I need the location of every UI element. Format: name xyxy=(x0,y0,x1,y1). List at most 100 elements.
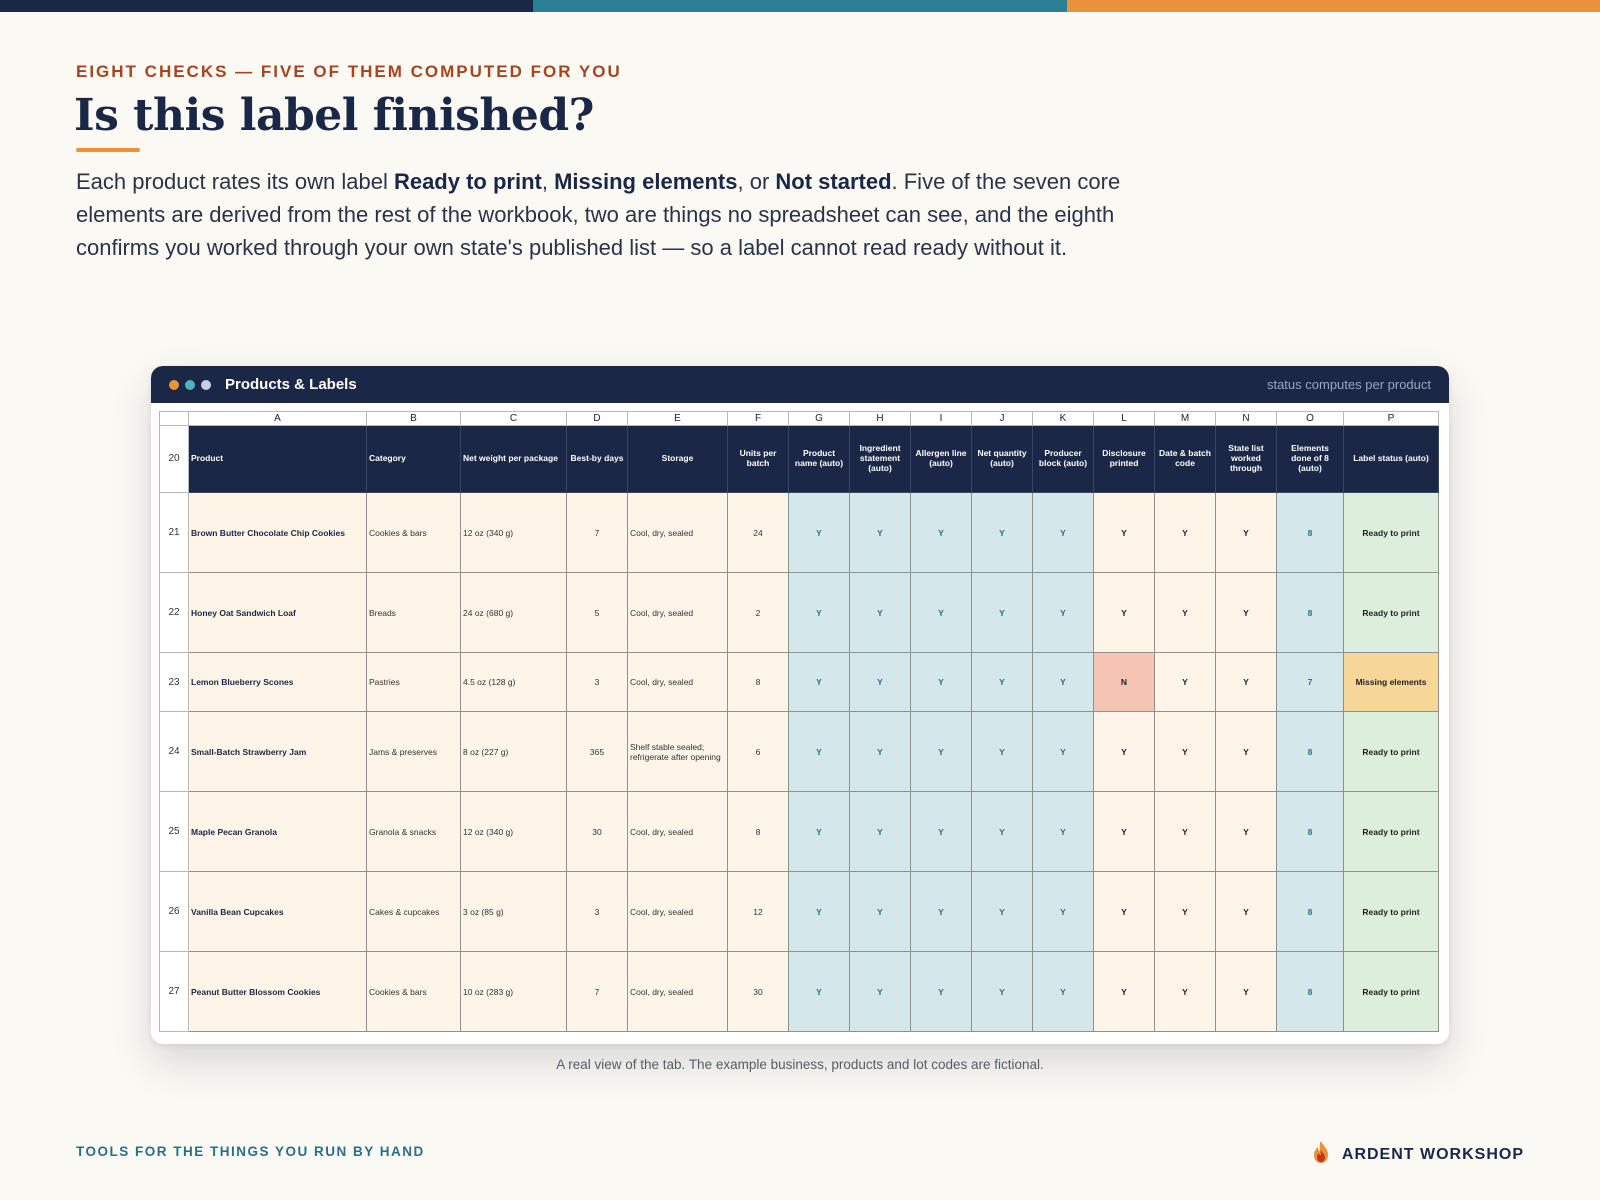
table-cell[interactable]: Y xyxy=(1032,492,1094,573)
label-status-cell[interactable]: Missing elements xyxy=(1343,652,1439,712)
product-name-cell[interactable]: Vanilla Bean Cupcakes xyxy=(188,871,367,952)
table-cell[interactable]: 7 xyxy=(566,492,628,573)
table-cell[interactable]: Y xyxy=(849,711,911,792)
table-cell[interactable]: 8 xyxy=(1276,871,1344,952)
column-header[interactable]: Best-by days xyxy=(566,425,628,493)
table-cell[interactable]: 8 xyxy=(1276,951,1344,1032)
table-cell[interactable]: 30 xyxy=(727,951,789,1032)
table-cell[interactable]: Y xyxy=(971,951,1033,1032)
table-cell[interactable]: 3 oz (85 g) xyxy=(460,871,567,952)
table-cell[interactable]: Cakes & cupcakes xyxy=(366,871,461,952)
table-cell[interactable]: 12 oz (340 g) xyxy=(460,492,567,573)
column-header[interactable]: Product xyxy=(188,425,367,493)
table-cell[interactable]: 7 xyxy=(1276,652,1344,712)
table-cell[interactable]: Y xyxy=(1032,791,1094,872)
table-cell[interactable]: Y xyxy=(971,791,1033,872)
table-cell[interactable]: Jams & preserves xyxy=(366,711,461,792)
product-name-cell[interactable]: Peanut Butter Blossom Cookies xyxy=(188,951,367,1032)
table-cell[interactable]: Cookies & bars xyxy=(366,492,461,573)
table-cell[interactable]: Y xyxy=(1154,871,1216,952)
table-cell[interactable]: Y xyxy=(1093,871,1155,952)
table-cell[interactable]: 8 xyxy=(1276,711,1344,792)
table-cell[interactable]: Granola & snacks xyxy=(366,791,461,872)
table-cell[interactable]: 8 oz (227 g) xyxy=(460,711,567,792)
table-cell[interactable]: Cool, dry, sealed xyxy=(627,791,728,872)
table-cell[interactable]: Y xyxy=(788,871,850,952)
table-cell[interactable]: Y xyxy=(1093,572,1155,653)
table-cell[interactable]: 3 xyxy=(566,652,628,712)
row-number[interactable]: 26 xyxy=(159,871,189,952)
table-cell[interactable]: 2 xyxy=(727,572,789,653)
column-header[interactable]: Disclosure printed xyxy=(1093,425,1155,493)
table-cell[interactable]: 3 xyxy=(566,871,628,952)
corner-cell[interactable] xyxy=(159,411,189,426)
table-cell[interactable]: 12 xyxy=(727,871,789,952)
column-header[interactable]: Units per batch xyxy=(727,425,789,493)
column-letter-e[interactable]: E xyxy=(627,411,728,426)
table-cell[interactable]: 8 xyxy=(1276,572,1344,653)
table-cell[interactable]: Y xyxy=(1215,652,1277,712)
window-dot-orange[interactable] xyxy=(169,379,179,390)
table-cell[interactable]: 8 xyxy=(1276,492,1344,573)
table-cell[interactable]: Y xyxy=(1032,871,1094,952)
table-cell[interactable]: 4.5 oz (128 g) xyxy=(460,652,567,712)
table-cell[interactable]: Y xyxy=(1032,652,1094,712)
table-cell[interactable]: Y xyxy=(788,951,850,1032)
table-cell[interactable]: Cookies & bars xyxy=(366,951,461,1032)
column-letter-c[interactable]: C xyxy=(460,411,567,426)
table-cell[interactable]: Pastries xyxy=(366,652,461,712)
table-cell[interactable]: Y xyxy=(1215,572,1277,653)
column-header[interactable]: Product name (auto) xyxy=(788,425,850,493)
table-cell[interactable]: Y xyxy=(910,791,972,872)
column-header[interactable]: State list worked through xyxy=(1215,425,1277,493)
label-status-cell[interactable]: Ready to print xyxy=(1343,951,1439,1032)
table-cell[interactable]: 365 xyxy=(566,711,628,792)
table-cell[interactable]: 30 xyxy=(566,791,628,872)
table-cell[interactable]: 8 xyxy=(727,652,789,712)
column-letter-h[interactable]: H xyxy=(849,411,911,426)
table-cell[interactable]: Y xyxy=(788,652,850,712)
column-letter-o[interactable]: O xyxy=(1276,411,1344,426)
table-cell[interactable]: Y xyxy=(910,951,972,1032)
column-header[interactable]: Net quantity (auto) xyxy=(971,425,1033,493)
table-cell[interactable]: Y xyxy=(788,711,850,792)
table-cell[interactable]: Y xyxy=(1154,951,1216,1032)
table-cell[interactable]: Y xyxy=(849,652,911,712)
table-cell[interactable]: Y xyxy=(971,492,1033,573)
window-dot-teal[interactable] xyxy=(185,379,195,390)
table-cell[interactable]: 8 xyxy=(727,791,789,872)
table-cell[interactable]: Y xyxy=(849,871,911,952)
column-letter-m[interactable]: M xyxy=(1154,411,1216,426)
label-status-cell[interactable]: Ready to print xyxy=(1343,791,1439,872)
table-cell[interactable]: Cool, dry, sealed xyxy=(627,652,728,712)
table-cell[interactable]: 7 xyxy=(566,951,628,1032)
table-cell[interactable]: 24 oz (680 g) xyxy=(460,572,567,653)
table-cell[interactable]: Y xyxy=(1093,951,1155,1032)
table-cell[interactable]: 5 xyxy=(566,572,628,653)
window-dot-grey[interactable] xyxy=(201,379,211,390)
column-letter-d[interactable]: D xyxy=(566,411,628,426)
table-cell[interactable]: 8 xyxy=(1276,791,1344,872)
column-letter-g[interactable]: G xyxy=(788,411,850,426)
table-cell[interactable]: Y xyxy=(910,711,972,792)
column-header[interactable]: Storage xyxy=(627,425,728,493)
table-cell[interactable]: Y xyxy=(1154,791,1216,872)
row-number[interactable]: 25 xyxy=(159,791,189,872)
column-header[interactable]: Net weight per package xyxy=(460,425,567,493)
column-letter-a[interactable]: A xyxy=(188,411,367,426)
table-cell[interactable]: Y xyxy=(1093,711,1155,792)
table-cell[interactable]: Cool, dry, sealed xyxy=(627,951,728,1032)
table-cell[interactable]: Y xyxy=(971,652,1033,712)
table-cell[interactable]: Y xyxy=(971,711,1033,792)
column-letter-l[interactable]: L xyxy=(1093,411,1155,426)
table-cell[interactable]: Y xyxy=(1215,791,1277,872)
table-cell[interactable]: Y xyxy=(1032,711,1094,792)
column-letter-j[interactable]: J xyxy=(971,411,1033,426)
row-number[interactable]: 22 xyxy=(159,572,189,653)
table-cell[interactable]: Shelf stable sealed; refrigerate after o… xyxy=(627,711,728,792)
label-status-cell[interactable]: Ready to print xyxy=(1343,871,1439,952)
table-cell[interactable]: 10 oz (283 g) xyxy=(460,951,567,1032)
table-cell[interactable]: Y xyxy=(788,492,850,573)
table-cell[interactable]: Y xyxy=(849,951,911,1032)
table-cell[interactable]: Y xyxy=(910,492,972,573)
